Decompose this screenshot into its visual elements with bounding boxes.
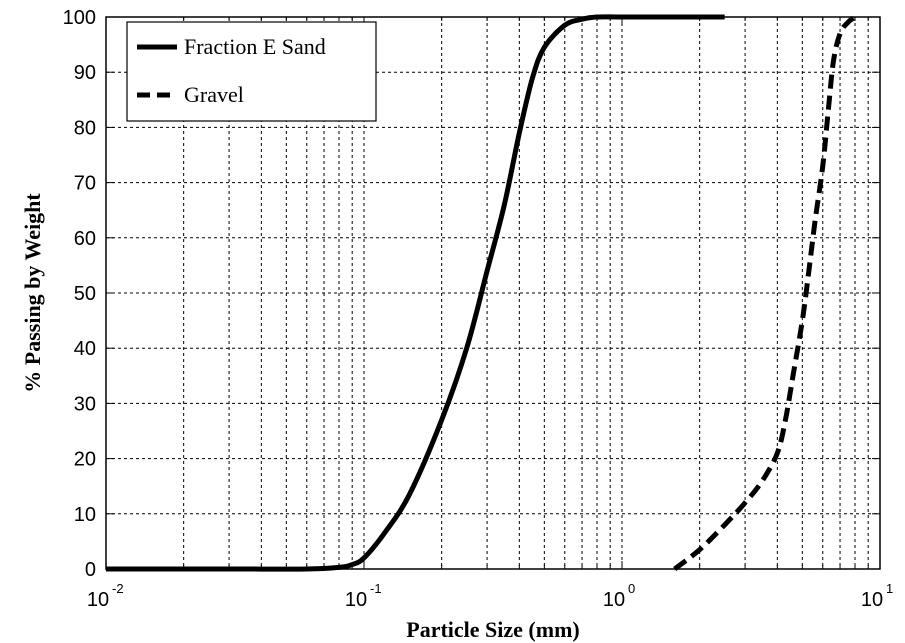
- y-tick-label: 0: [85, 559, 96, 581]
- x-tick-label: 10: [87, 589, 109, 611]
- y-tick-label: 70: [74, 173, 96, 195]
- series-line-gravel: [673, 14, 857, 571]
- y-tick-label: 80: [74, 117, 96, 139]
- y-tick-label: 100: [63, 7, 96, 29]
- y-tick-label: 90: [74, 62, 96, 84]
- legend-label-fraction-e-sand: Fraction E Sand: [184, 34, 326, 59]
- x-tick-label: 10: [861, 589, 883, 611]
- x-tick-label: 10: [603, 589, 625, 611]
- y-tick-label: 50: [74, 283, 96, 305]
- legend-label-gravel: Gravel: [184, 82, 244, 107]
- legend-box: [126, 21, 377, 122]
- x-tick-exponent: 1: [886, 581, 893, 596]
- x-tick-exponent: 0: [628, 581, 635, 596]
- y-tick-label: 30: [74, 393, 96, 415]
- x-tick-exponent: -1: [370, 581, 382, 596]
- x-tick-exponent: -2: [112, 581, 124, 596]
- y-tick-label: 10: [74, 504, 96, 526]
- x-tick-label: 10: [345, 589, 367, 611]
- y-tick-label: 60: [74, 228, 96, 250]
- y-tick-label: 40: [74, 338, 96, 360]
- y-axis-title: % Passing by Weight: [20, 193, 45, 393]
- y-tick-label: 20: [74, 449, 96, 471]
- x-axis-title: Particle Size (mm): [406, 617, 579, 642]
- legend: Fraction E Sand Gravel: [126, 21, 377, 122]
